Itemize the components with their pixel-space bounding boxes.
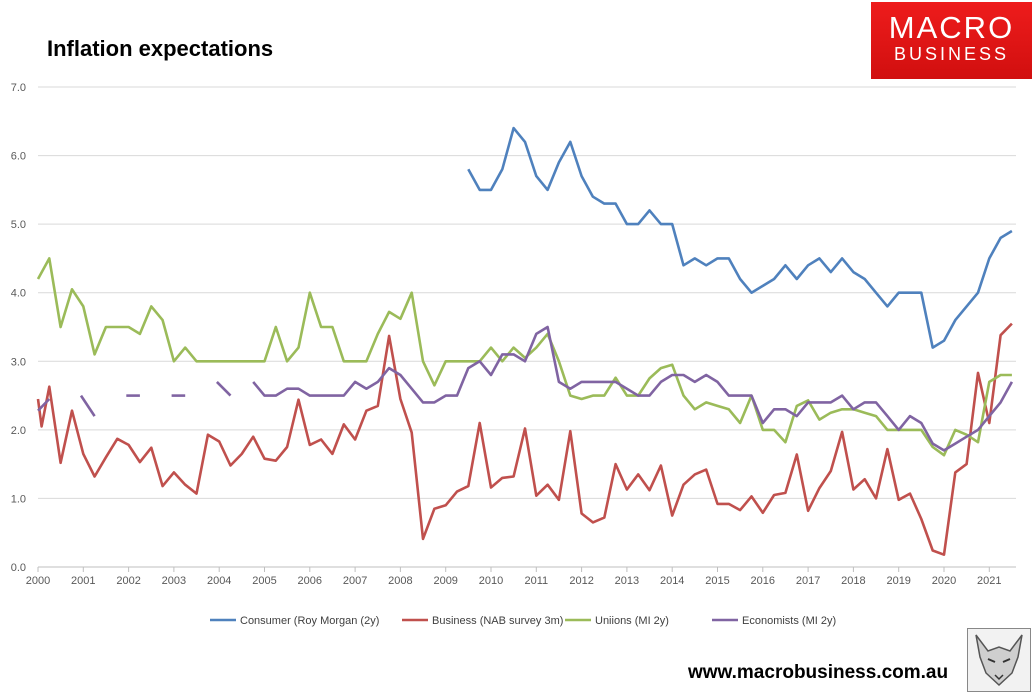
series-line-3 bbox=[36, 257, 1012, 457]
y-tick-label: 5.0 bbox=[11, 219, 26, 231]
x-tick-label: 2018 bbox=[841, 575, 865, 587]
chart-title: Inflation expectations bbox=[47, 36, 274, 61]
legend: Consumer (Roy Morgan (2y) Business (NAB s… bbox=[210, 615, 836, 627]
y-tick-label: 1.0 bbox=[11, 493, 26, 505]
y-axis-tick-labels: 0.0 1.0 2.0 3.0 4.0 5.0 6.0 7.0 bbox=[11, 82, 26, 574]
legend-label-3: Uniions (MI 2y) bbox=[595, 615, 669, 627]
x-tick-label: 2006 bbox=[298, 575, 322, 587]
y-tick-label: 7.0 bbox=[11, 82, 26, 94]
x-tick-label: 2002 bbox=[116, 575, 140, 587]
x-tick-label: 2016 bbox=[751, 575, 775, 587]
x-tick-label: 2008 bbox=[388, 575, 412, 587]
x-tick-label: 2011 bbox=[524, 575, 548, 587]
x-tick-label: 2001 bbox=[71, 575, 95, 587]
series-line-1 bbox=[467, 126, 1013, 349]
legend-label-1: Consumer (Roy Morgan (2y) bbox=[240, 615, 379, 627]
y-tick-label: 6.0 bbox=[11, 151, 26, 163]
x-tick-label: 2000 bbox=[26, 575, 50, 587]
series-line-4 bbox=[37, 398, 51, 412]
x-tick-label: 2013 bbox=[615, 575, 639, 587]
x-tick-label: 2021 bbox=[977, 575, 1001, 587]
series-line-4 bbox=[215, 380, 232, 397]
logo-line-1: MACRO bbox=[888, 10, 1015, 45]
x-tick-label: 2004 bbox=[207, 575, 231, 587]
series-line-4 bbox=[252, 325, 1014, 452]
series-line-2 bbox=[36, 322, 1013, 557]
y-tick-label: 4.0 bbox=[11, 288, 26, 300]
x-tick-label: 2003 bbox=[162, 575, 186, 587]
legend-label-2: Business (NAB survey 3m) bbox=[432, 615, 563, 627]
series-lines bbox=[36, 126, 1014, 557]
legend-label-4: Economists (MI 2y) bbox=[742, 615, 836, 627]
x-axis: 2000 2001 2002 2003 2004 2005 2006 2007 2008 2009… bbox=[26, 566, 1016, 587]
x-tick-label: 2005 bbox=[252, 575, 276, 587]
macro-business-logo: MACRO BUSINESS bbox=[871, 2, 1032, 79]
logo-line-2: BUSINESS bbox=[893, 44, 1010, 64]
x-tick-label: 2009 bbox=[433, 575, 457, 587]
x-tick-label: 2010 bbox=[479, 575, 503, 587]
y-tick-label: 0.0 bbox=[11, 562, 26, 574]
y-tick-label: 2.0 bbox=[11, 425, 26, 437]
y-tick-label: 3.0 bbox=[11, 356, 26, 368]
x-tick-label: 2019 bbox=[886, 575, 910, 587]
fox-head-icon bbox=[967, 628, 1031, 692]
series-line-4 bbox=[79, 394, 96, 417]
x-tick-label: 2015 bbox=[705, 575, 729, 587]
x-tick-label: 2017 bbox=[796, 575, 820, 587]
footer-url: www.macrobusiness.com.au bbox=[688, 662, 949, 683]
x-tick-label: 2012 bbox=[569, 575, 593, 587]
x-tick-label: 2020 bbox=[932, 575, 956, 587]
x-tick-label: 2014 bbox=[660, 575, 684, 587]
x-tick-label: 2007 bbox=[343, 575, 367, 587]
